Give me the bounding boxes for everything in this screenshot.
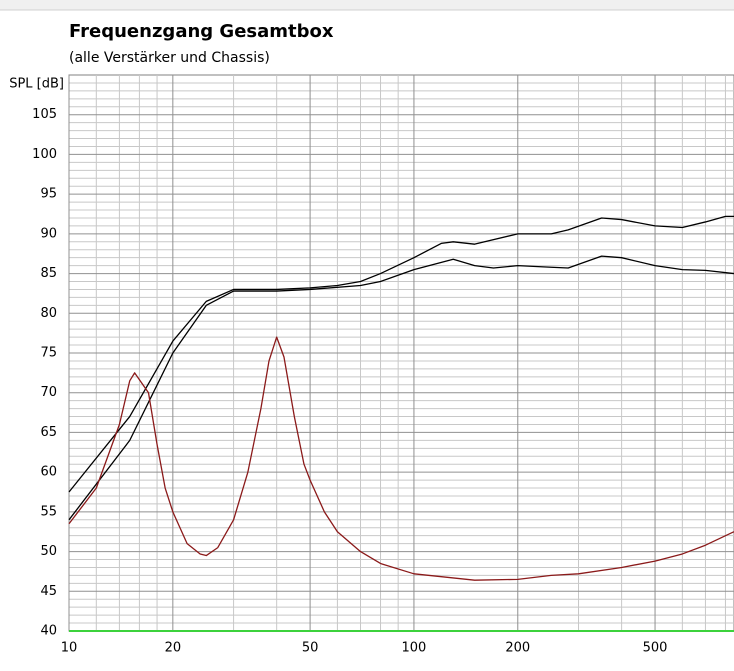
plot	[68, 215, 734, 581]
response-curve	[68, 255, 734, 521]
y-tick-label: 75	[40, 346, 57, 361]
y-tick-label: 55	[40, 504, 57, 519]
window-edge	[0, 0, 734, 10]
chart-title: Frequenzgang Gesamtbox	[69, 21, 334, 42]
y-tick-label: 105	[32, 107, 57, 122]
y-tick-label: 85	[40, 266, 57, 281]
y-tick-label: 100	[32, 147, 57, 162]
y-tick-label: 95	[40, 187, 57, 202]
y-tick-label: 65	[40, 425, 57, 440]
x-tick-label: 500	[643, 641, 668, 656]
y-tick-label: 90	[40, 226, 57, 241]
response-curve	[68, 215, 734, 493]
x-tick-label: 50	[302, 641, 319, 656]
y-tick-label: 60	[40, 465, 57, 480]
y-tick-label: 70	[40, 385, 57, 400]
y-tick-label: 50	[40, 544, 57, 559]
x-tick-label: 10	[61, 641, 78, 656]
grid	[68, 74, 734, 632]
x-tick-label: 20	[165, 641, 182, 656]
y-tick-label: 80	[40, 306, 57, 321]
y-tick-label: 40	[40, 624, 57, 639]
response-curve	[68, 336, 734, 581]
x-tick-label: 100	[402, 641, 427, 656]
x-tick-label: 200	[505, 641, 530, 656]
chart-subtitle: (alle Verstärker und Chassis)	[69, 50, 270, 66]
y-tick-label: 45	[40, 584, 57, 599]
y-axis-label: SPL [dB]	[9, 77, 64, 92]
